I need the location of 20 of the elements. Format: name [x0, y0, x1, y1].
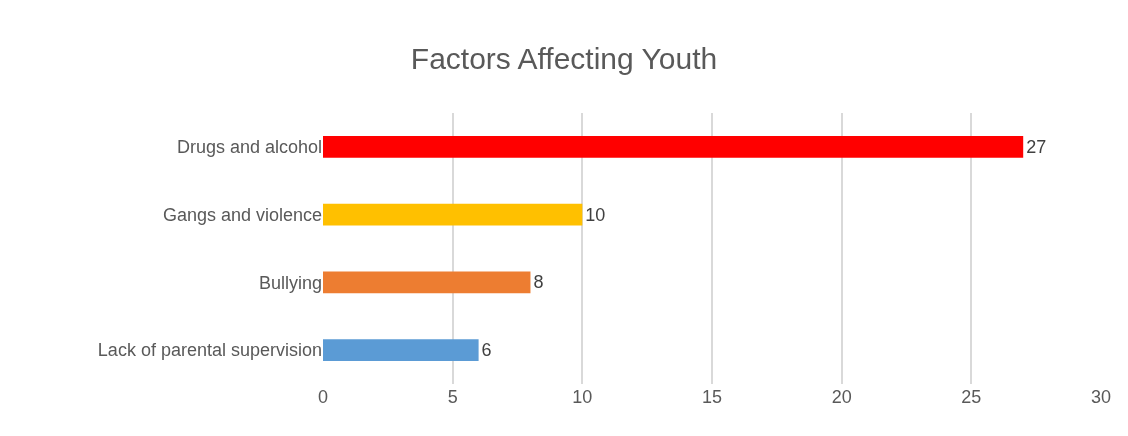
x-tick-label: 20 — [831, 387, 852, 407]
y-tick-label: Drugs and alcohol — [176, 137, 322, 158]
y-tick-label: Gangs and violence — [162, 204, 322, 225]
x-tick-label: 30 — [1090, 387, 1112, 407]
x-tick-label: 5 — [447, 387, 458, 407]
bar — [323, 136, 1024, 158]
bar — [323, 203, 583, 226]
x-tick-label: 25 — [961, 387, 982, 407]
data-label: 27 — [1026, 136, 1047, 157]
bar — [323, 339, 479, 361]
bar — [323, 271, 531, 294]
x-tick-label: 10 — [572, 387, 593, 407]
y-tick-label: Bullying — [258, 272, 322, 293]
data-label: 10 — [585, 204, 606, 225]
x-tick-label: 15 — [701, 387, 723, 407]
y-tick-label: Lack of parental supervision — [97, 340, 322, 361]
data-label: 6 — [481, 340, 492, 361]
x-tick-label: 0 — [317, 387, 329, 407]
chart-title: Factors Affecting Youth — [410, 42, 718, 76]
data-label: 8 — [533, 272, 544, 293]
